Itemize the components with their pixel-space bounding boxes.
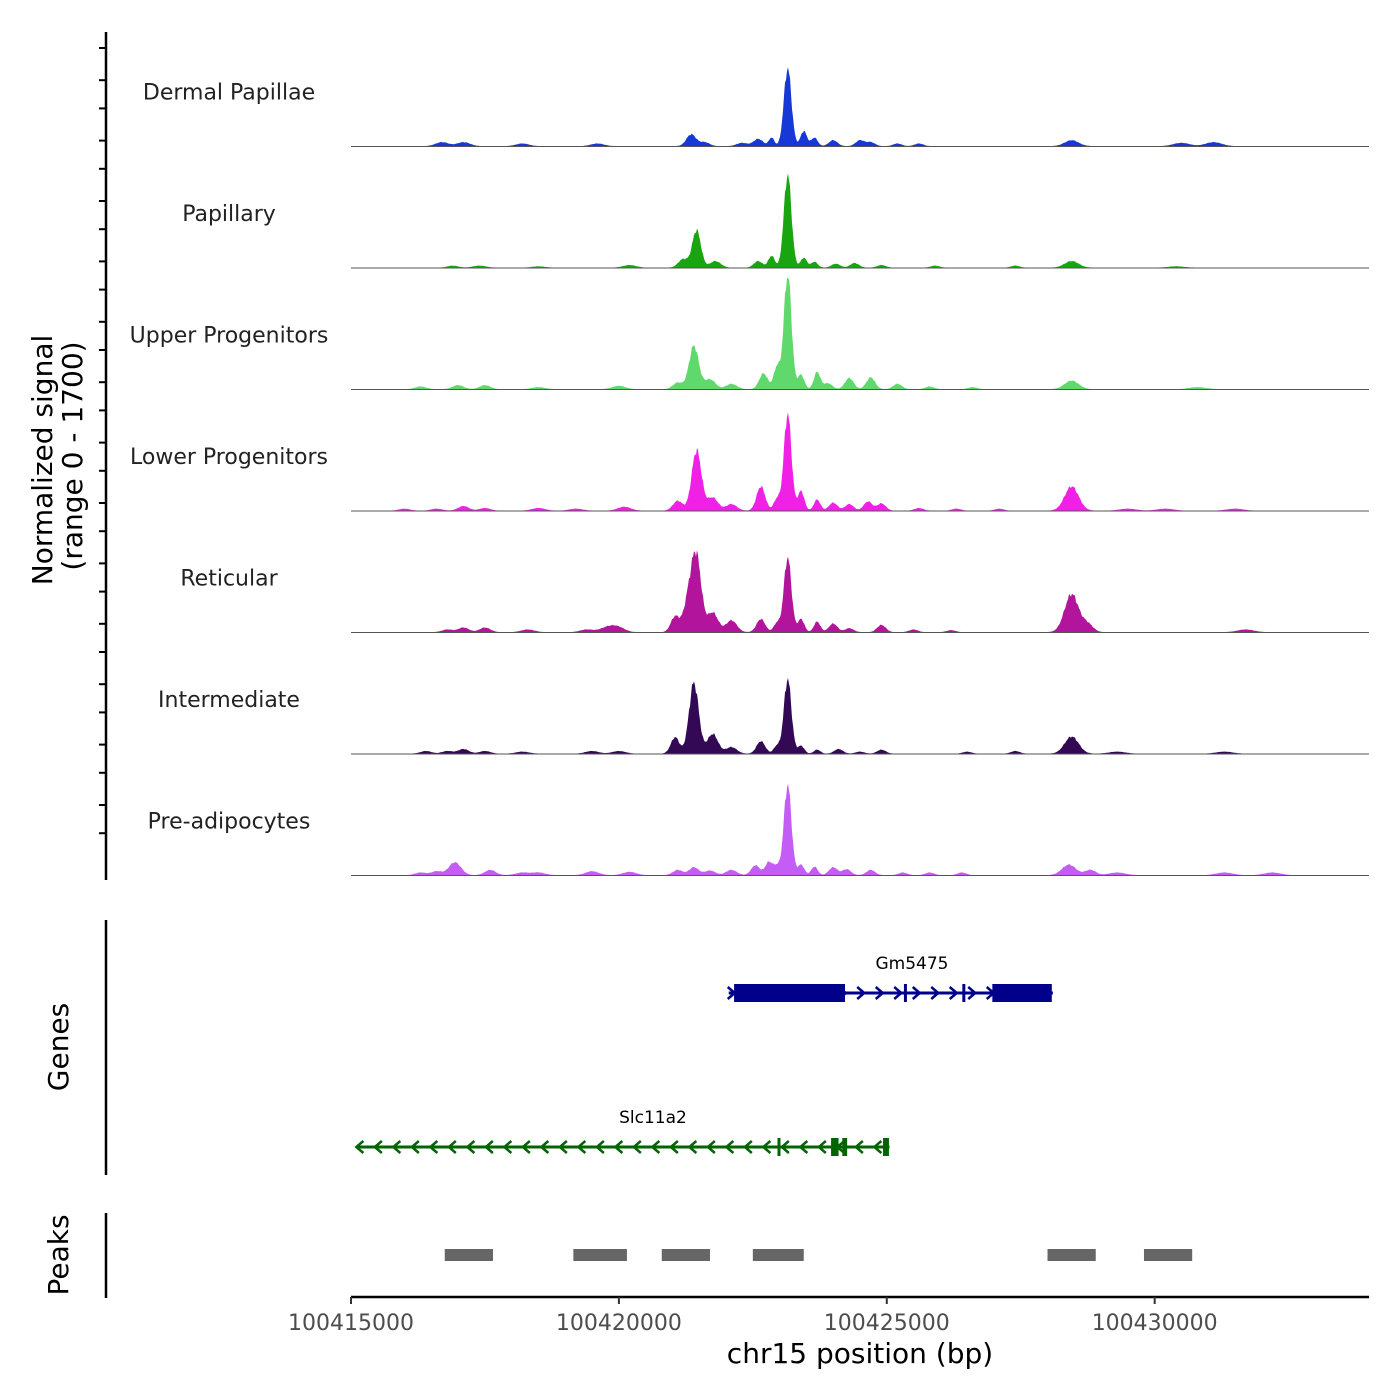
- gene-exon: [734, 984, 845, 1002]
- gene-exon: [962, 984, 966, 1002]
- y-axis-title-line1: Normalized signal: [26, 335, 59, 586]
- gene-slc11a2: Slc11a2: [354, 1108, 890, 1156]
- peak-region: [752, 1249, 804, 1261]
- gene-annotations: Gm5475 Slc11a2: [354, 954, 1053, 1156]
- strand-arrow: [557, 1140, 568, 1154]
- x-axis-ticks: 100415000 100420000 100425000 100430000: [288, 1297, 1218, 1336]
- peak-region: [1047, 1249, 1096, 1261]
- peaks-panel: Peaks: [42, 1213, 1193, 1298]
- genes-axis-title: Genes: [42, 1003, 75, 1091]
- strand-arrow: [465, 1140, 476, 1154]
- gene-exon: [777, 1138, 781, 1156]
- track-label: Pre-adipocytes: [148, 810, 311, 835]
- gene-exon: [903, 984, 907, 1002]
- coverage-area: [351, 173, 1369, 268]
- strand-arrow: [911, 986, 922, 1000]
- gene-exon: [842, 1138, 848, 1156]
- track-papillary: Papillary: [182, 173, 1369, 269]
- strand-arrow: [816, 1140, 827, 1154]
- strand-arrow: [520, 1140, 531, 1154]
- strand-arrow: [687, 1140, 698, 1154]
- strand-arrow: [446, 1140, 457, 1154]
- strand-arrow: [761, 1140, 772, 1154]
- strand-arrow: [372, 1140, 383, 1154]
- strand-arrow: [967, 986, 978, 1000]
- gene-gm5475: Gm5475: [726, 954, 1053, 1002]
- strand-arrow: [483, 1140, 494, 1154]
- strand-arrow: [872, 1140, 883, 1154]
- coverage-area: [351, 678, 1369, 754]
- track-label: Intermediate: [158, 688, 300, 713]
- coverage-area: [351, 278, 1369, 390]
- coverage-area: [351, 67, 1369, 147]
- track-intermediate: Intermediate: [158, 678, 1369, 755]
- strand-arrow: [668, 1140, 679, 1154]
- strand-arrow: [391, 1140, 402, 1154]
- track-label: Lower Progenitors: [130, 445, 328, 470]
- strand-arrow: [594, 1140, 605, 1154]
- gene-name-label: Gm5475: [876, 954, 949, 974]
- x-axis-title: chr15 position (bp): [727, 1337, 993, 1370]
- track-label: Reticular: [180, 567, 278, 592]
- peak-region: [444, 1249, 493, 1261]
- x-tick-label: 100420000: [556, 1311, 682, 1336]
- gene-exon: [831, 1138, 839, 1156]
- y-axis-ticks: [99, 47, 106, 835]
- strand-arrow: [856, 986, 867, 1000]
- strand-arrow: [613, 1140, 624, 1154]
- track-dermal-papillae: Dermal Papillae: [143, 67, 1369, 147]
- strand-arrow: [650, 1140, 661, 1154]
- peaks-axis-title: Peaks: [42, 1214, 75, 1295]
- strand-arrow: [930, 986, 941, 1000]
- peak-region: [661, 1249, 710, 1261]
- strand-arrow: [853, 1140, 864, 1154]
- y-axis-title-line2: (range 0 - 1700): [56, 341, 89, 570]
- strand-arrow: [893, 986, 904, 1000]
- strand-arrow: [948, 986, 959, 1000]
- x-tick-label: 100430000: [1092, 1311, 1218, 1336]
- strand-arrow: [874, 986, 885, 1000]
- strand-arrow: [576, 1140, 587, 1154]
- strand-arrow: [705, 1140, 716, 1154]
- track-label: Papillary: [182, 202, 276, 227]
- strand-arrow: [798, 1140, 809, 1154]
- x-tick-label: 100415000: [288, 1311, 414, 1336]
- coverage-tracks: Dermal Papillae Papillary Upper Progenitor…: [130, 67, 1369, 876]
- x-axis: 100415000 100420000 100425000 100430000 chr…: [288, 1295, 1369, 1370]
- strand-arrow: [409, 1140, 420, 1154]
- strand-arrow: [354, 1140, 365, 1154]
- x-tick-label: 100425000: [824, 1311, 950, 1336]
- track-upper-progenitors: Upper Progenitors: [130, 278, 1369, 390]
- track-label: Upper Progenitors: [130, 324, 329, 349]
- genes-panel: Genes Gm5475 Slc11a2: [42, 920, 1053, 1175]
- peak-regions: [444, 1249, 1193, 1261]
- track-reticular: Reticular: [180, 550, 1369, 633]
- strand-arrow: [428, 1140, 439, 1154]
- y-axis: Normalized signal (range 0 - 1700): [26, 32, 108, 880]
- strand-arrow: [724, 1140, 735, 1154]
- strand-arrow: [539, 1140, 550, 1154]
- coverage-area: [351, 783, 1369, 876]
- coverage-area: [351, 412, 1369, 511]
- strand-arrow: [779, 1140, 790, 1154]
- peak-region: [1143, 1249, 1193, 1261]
- strand-arrow: [631, 1140, 642, 1154]
- track-lower-progenitors: Lower Progenitors: [130, 412, 1369, 512]
- gene-exon: [883, 1138, 889, 1156]
- strand-arrow: [742, 1140, 753, 1154]
- gene-name-label: Slc11a2: [619, 1108, 687, 1128]
- track-pre-adipocytes: Pre-adipocytes: [148, 783, 1369, 876]
- strand-arrow: [502, 1140, 513, 1154]
- track-label: Dermal Papillae: [143, 81, 315, 106]
- peak-region: [573, 1249, 627, 1261]
- gene-exon: [992, 984, 1052, 1002]
- coverage-area: [351, 550, 1369, 633]
